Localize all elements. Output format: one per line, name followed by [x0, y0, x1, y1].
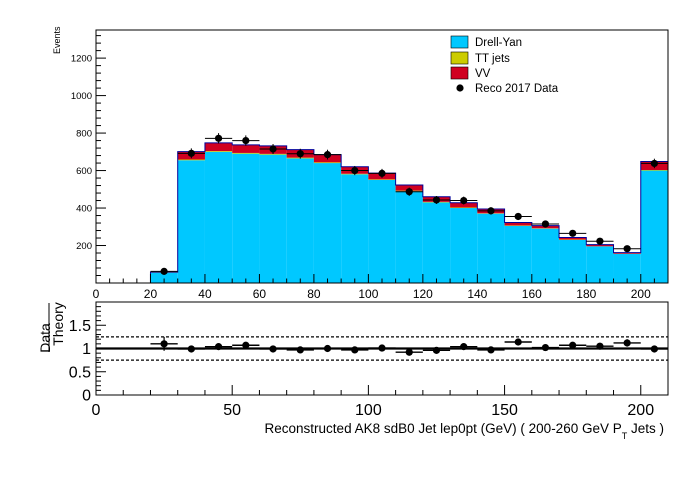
top-y-tick-label: 800 — [76, 129, 92, 140]
legend-label-tt-jets: TT jets — [475, 53, 510, 65]
ratio-y-tick-label: 1.5 — [69, 318, 91, 335]
top-y-tick-label: 200 — [76, 241, 92, 252]
bar-drell-yan-9 — [341, 174, 368, 283]
ratio-y-tick-label: 1 — [82, 341, 91, 358]
bar-drell-yan-5 — [232, 154, 259, 283]
bar-drell-yan-13 — [450, 208, 477, 283]
top-y-tick-label: 1200 — [71, 54, 92, 65]
legend-swatch-tt-jets — [451, 52, 468, 64]
top-y-tick-label: 1000 — [71, 91, 92, 102]
ratio-x-tick-label: 200 — [627, 402, 654, 419]
bar-vv-4 — [205, 143, 232, 151]
top-x-tick-label: 180 — [576, 287, 596, 301]
legend-swatch-drell-yan — [451, 36, 468, 48]
top-x-tick-label: 60 — [253, 287, 267, 301]
top-x-tick-label: 80 — [307, 287, 321, 301]
bar-drell-yan-7 — [287, 158, 314, 283]
bar-tt-jets-4 — [205, 151, 232, 152]
ratio-y-tick-label: 0.5 — [69, 364, 91, 381]
legend-marker-data — [456, 84, 463, 91]
ratio-x-tick-label: 0 — [92, 402, 101, 419]
bar-drell-yan-12 — [423, 202, 450, 283]
top-x-tick-label: 140 — [467, 287, 487, 301]
top-x-tick-label: 200 — [631, 287, 651, 301]
bar-tt-jets-3 — [178, 159, 205, 160]
bar-tt-jets-13 — [450, 207, 477, 208]
ratio-x-tick-label: 100 — [355, 402, 382, 419]
bar-tt-jets-5 — [232, 153, 259, 154]
legend-swatch-vv — [451, 67, 468, 79]
top-x-tick-label: 160 — [522, 287, 542, 301]
bar-drell-yan-11 — [396, 191, 423, 283]
bar-drell-yan-10 — [368, 180, 395, 283]
ratio-y-tick-label: 0 — [82, 388, 91, 405]
bar-drell-yan-16 — [532, 229, 559, 283]
bar-drell-yan-3 — [178, 160, 205, 283]
ratio-y-label-denominator: Theory — [50, 302, 66, 346]
top-y-tick-label: 600 — [76, 166, 92, 177]
bar-drell-yan-14 — [477, 214, 504, 283]
bar-tt-jets-8 — [314, 162, 341, 163]
legend-label-vv: VV — [475, 68, 491, 80]
top-x-tick-label: 20 — [144, 287, 158, 301]
bar-drell-yan-17 — [559, 240, 586, 283]
top-x-tick-label: 100 — [358, 287, 378, 301]
ratio-x-tick-label: 50 — [223, 402, 241, 419]
top-x-tick-label: 0 — [93, 287, 100, 301]
bar-drell-yan-6 — [259, 155, 286, 283]
bar-drell-yan-18 — [586, 246, 613, 283]
legend-label-data: Reco 2017 Data — [475, 83, 559, 95]
top-y-axis-label: Events — [52, 26, 62, 54]
bar-drell-yan-15 — [505, 226, 532, 283]
legend-label-drell-yan: Drell-Yan — [475, 37, 522, 49]
bar-drell-yan-4 — [205, 152, 232, 283]
top-x-tick-label: 120 — [413, 287, 433, 301]
bar-drell-yan-8 — [314, 163, 341, 283]
bar-tt-jets-10 — [368, 179, 395, 180]
bar-vv-5 — [232, 145, 259, 153]
bar-drell-yan-20 — [641, 171, 668, 283]
top-x-tick-label: 40 — [198, 287, 212, 301]
bar-tt-jets-20 — [641, 170, 668, 171]
top-y-tick-label: 400 — [76, 204, 92, 215]
ratio-x-tick-label: 150 — [491, 402, 518, 419]
